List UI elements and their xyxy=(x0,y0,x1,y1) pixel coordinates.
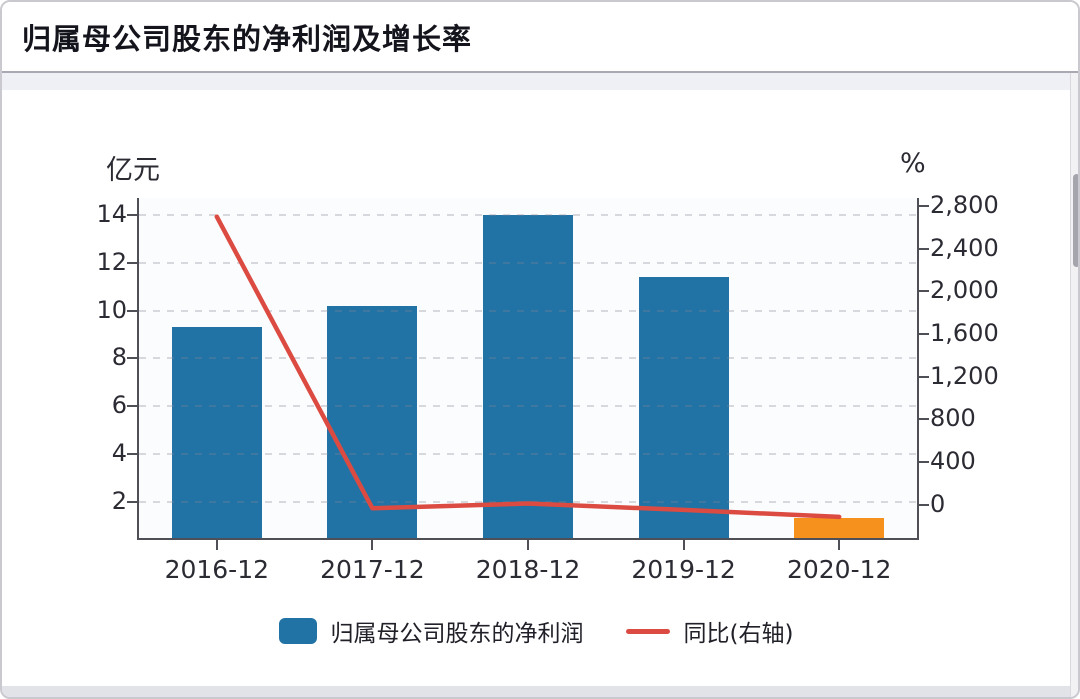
left-axis-tick-label: 8 xyxy=(111,343,127,372)
right-axis-tick xyxy=(919,290,929,293)
x-axis-tick xyxy=(215,539,218,550)
left-axis-tick-label: 14 xyxy=(96,200,127,229)
title-separator xyxy=(2,71,1078,73)
bar-2017-12 xyxy=(327,305,418,539)
card-header: 归属母公司股东的净利润及增长率 xyxy=(2,2,1078,71)
right-axis-unit-label: % xyxy=(900,148,926,179)
left-axis-tick-label: 12 xyxy=(96,247,127,276)
left-axis-unit-label: 亿元 xyxy=(106,155,160,186)
left-axis-tick-label: 4 xyxy=(111,438,127,467)
gridline xyxy=(139,214,917,217)
left-axis-tick-label: 2 xyxy=(111,486,127,515)
right-axis-tick-label: 0 xyxy=(930,489,946,518)
gridline xyxy=(139,405,917,408)
legend-label: 归属母公司股东的净利润 xyxy=(330,621,584,647)
x-axis-tick xyxy=(371,539,374,550)
right-axis-tick xyxy=(919,375,929,378)
left-axis-tick xyxy=(127,357,137,360)
x-axis-tick-label: 2020-12 xyxy=(786,555,892,584)
right-axis-tick xyxy=(919,205,929,207)
gridline xyxy=(139,261,917,264)
left-axis-tick xyxy=(127,309,137,312)
left-axis-tick-label: 6 xyxy=(111,391,127,420)
scrollbar-thumb[interactable] xyxy=(1073,174,1078,267)
left-axis-tick xyxy=(127,452,137,455)
right-axis-tick-label: 1,200 xyxy=(930,361,999,390)
right-axis-tick-label: 2,800 xyxy=(930,191,999,219)
right-axis-tick-label: 400 xyxy=(930,446,976,475)
legend-label: 同比(右轴) xyxy=(683,621,794,647)
legend-bar-swatch xyxy=(278,618,317,644)
bar-2020-12 xyxy=(794,518,885,539)
x-axis-tick xyxy=(527,539,529,550)
x-axis-tick xyxy=(838,539,841,550)
right-axis-tick xyxy=(919,247,929,250)
page-title: 归属母公司股东的净利润及增长率 xyxy=(22,22,473,56)
x-axis-tick-label: 2016-12 xyxy=(164,555,270,584)
x-axis-tick xyxy=(682,539,685,550)
right-axis-tick xyxy=(919,418,929,421)
left-axis-tick xyxy=(127,261,137,264)
right-axis-tick-label: 800 xyxy=(930,404,976,433)
legend-line-swatch xyxy=(625,628,670,634)
right-axis-tick xyxy=(919,503,929,506)
left-axis-tick-label: 10 xyxy=(96,295,127,324)
bottom-band xyxy=(2,686,1078,697)
x-axis-tick-label: 2017-12 xyxy=(320,555,425,584)
left-axis-tick xyxy=(127,214,137,217)
right-axis-tick-label: 2,000 xyxy=(930,276,999,305)
y-axis-line-right xyxy=(917,198,919,539)
gridline xyxy=(139,357,917,360)
y-axis-line-left xyxy=(137,198,139,539)
right-axis-tick xyxy=(919,333,929,335)
x-axis-tick-label: 2019-12 xyxy=(631,555,736,584)
top-band xyxy=(2,73,1078,90)
gridline xyxy=(139,452,917,455)
legend-item-net-profit: 归属母公司股东的净利润 xyxy=(278,614,584,648)
right-axis-tick-label: 1,600 xyxy=(930,319,999,347)
legend-item-yoy: 同比(右轴) xyxy=(625,614,794,648)
legend: 归属母公司股东的净利润 同比(右轴) xyxy=(2,608,1070,654)
gridline xyxy=(139,500,917,503)
right-axis-tick-label: 2,400 xyxy=(930,233,999,262)
x-axis-tick-label: 2018-12 xyxy=(475,555,581,584)
gridline xyxy=(139,309,917,312)
right-axis-tick xyxy=(919,460,929,463)
left-axis-tick xyxy=(127,500,137,503)
scrollbar-track[interactable] xyxy=(1070,73,1078,697)
left-axis-tick xyxy=(127,405,137,408)
